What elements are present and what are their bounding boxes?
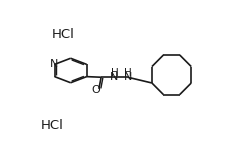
Text: O: O	[92, 85, 100, 95]
Text: N: N	[110, 72, 119, 82]
Text: N: N	[124, 72, 132, 82]
Text: H: H	[125, 68, 132, 78]
Text: H: H	[111, 68, 119, 78]
Text: HCl: HCl	[52, 28, 75, 41]
Text: N: N	[50, 59, 58, 69]
Text: HCl: HCl	[41, 119, 64, 132]
